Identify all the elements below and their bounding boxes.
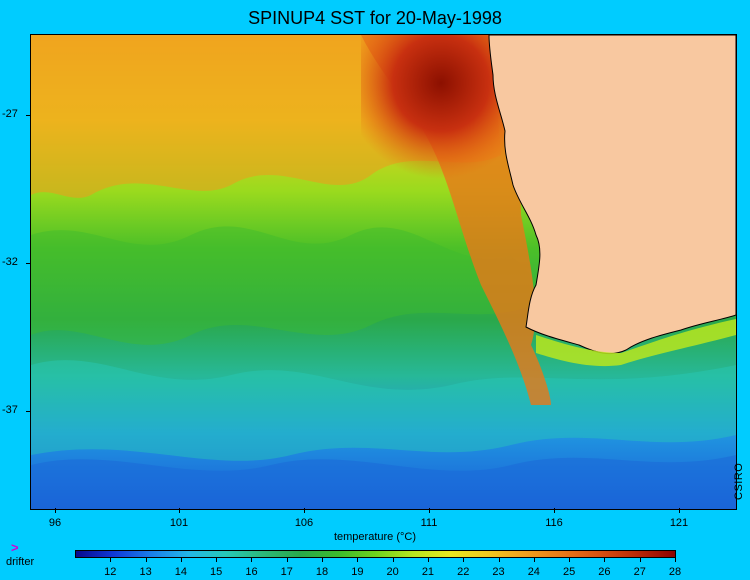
x-tick-label: 116 [545, 517, 563, 529]
colorbar-tick [392, 557, 394, 562]
x-tick-label: 96 [48, 517, 62, 529]
credit-label: CSIRO [733, 462, 745, 500]
x-tick [429, 508, 430, 513]
colorbar-tick-label: 14 [174, 566, 187, 578]
colorbar-tick [639, 557, 641, 562]
colorbar-tick-label: 12 [104, 566, 117, 578]
coastal-fringe [536, 319, 736, 367]
colorbar-tick-label: 23 [492, 566, 505, 578]
colorbar-tick-label: 19 [351, 566, 364, 578]
x-tick-label: 111 [420, 517, 438, 529]
colorbar-tick [216, 557, 218, 562]
colorbar-tick-label: 13 [139, 566, 152, 578]
colorbar-tick [427, 557, 429, 562]
colorbar-tick-label: 27 [633, 566, 646, 578]
colorbar-tick-label: 18 [315, 566, 329, 578]
x-tick-label: 106 [294, 517, 314, 529]
x-tick-label: 101 [169, 517, 189, 529]
y-tick [26, 263, 30, 264]
colorbar-tick-label: 26 [598, 566, 611, 578]
y-tick [26, 115, 30, 116]
colorbar-tick-label: 24 [527, 566, 540, 578]
drifter-label: drifter [6, 556, 35, 568]
colorbar-tick [180, 557, 182, 562]
colorbar-tick-label: 22 [457, 566, 470, 578]
colorbar-tick-label: 20 [386, 566, 399, 578]
colorbar-label: temperature (°C) [333, 531, 417, 543]
x-tick [179, 508, 180, 513]
y-tick-label: -27 [2, 108, 18, 120]
green-band [31, 226, 551, 345]
colorbar-tick [357, 557, 359, 562]
colorbar-tick-label: 17 [280, 566, 293, 578]
colorbar-tick [145, 557, 147, 562]
x-tick [679, 508, 680, 513]
colorbar [75, 550, 676, 558]
y-tick [26, 411, 30, 412]
map-title: SPINUP4 SST for 20-May-1998 [248, 8, 502, 28]
colorbar-tick-label: 21 [421, 566, 435, 578]
colorbar-tick [110, 557, 112, 562]
colorbar-tick-label: 25 [562, 566, 576, 578]
y-tick-label: -32 [2, 256, 18, 268]
colorbar-tick-label: 16 [245, 566, 258, 578]
colorbar-tick-label: 15 [210, 566, 223, 578]
colorbar-tick [286, 557, 288, 562]
x-tick [554, 508, 555, 513]
colorbar-tick [569, 557, 571, 562]
land-mass [488, 35, 736, 355]
colorbar-tick [322, 557, 324, 562]
x-tick [55, 508, 56, 513]
x-tick-label: 121 [669, 517, 689, 529]
sst-map [30, 34, 737, 510]
sst-field [31, 35, 736, 509]
colorbar-tick [533, 557, 535, 562]
drifter-icon: > [11, 540, 19, 555]
y-tick-label: -37 [2, 404, 18, 416]
blue-band [31, 455, 736, 509]
x-tick [304, 508, 305, 513]
colorbar-tick [675, 557, 676, 562]
colorbar-tick [463, 557, 465, 562]
colorbar-tick [604, 557, 606, 562]
teal-band [31, 360, 736, 461]
colorbar-tick [498, 557, 500, 562]
colorbar-tick [251, 557, 253, 562]
colorbar-tick-label: 28 [668, 566, 682, 578]
